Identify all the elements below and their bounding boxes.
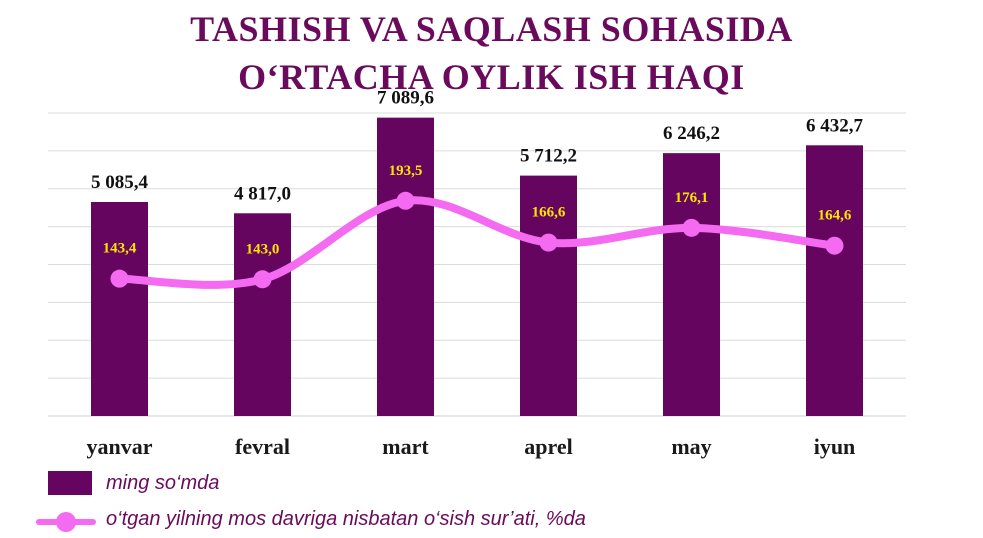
growth-point xyxy=(539,233,558,252)
growth-value-label: 176,1 xyxy=(675,190,709,206)
bar-value-label: 6 432,7 xyxy=(806,115,864,136)
legend-line-marker xyxy=(56,512,76,532)
bar xyxy=(806,145,863,417)
growth-value-label: 143,0 xyxy=(246,241,280,257)
chart-title-line-2: O‘RTACHA OYLIK ISH HAQI xyxy=(238,57,745,97)
growth-point xyxy=(682,218,701,237)
legend-bar-label: ming so‘mda xyxy=(106,472,220,494)
category-label: fevral xyxy=(235,434,290,459)
growth-point xyxy=(110,269,129,288)
category-label: may xyxy=(671,434,711,459)
category-label: yanvar xyxy=(87,434,153,459)
growth-value-label: 166,6 xyxy=(532,205,566,221)
growth-line xyxy=(115,196,839,289)
growth-value-label: 164,6 xyxy=(818,208,852,224)
chart-title-line-1: TASHISH VA SAQLASH SOHASIDA xyxy=(190,9,793,49)
bar xyxy=(663,153,720,416)
bar-value-label: 4 817,0 xyxy=(234,183,291,204)
bar xyxy=(377,117,434,417)
growth-value-label: 143,4 xyxy=(103,241,137,257)
growth-value-label: 193,5 xyxy=(389,163,423,179)
bar xyxy=(91,201,148,416)
legend-bar-swatch xyxy=(48,471,92,495)
category-label: aprel xyxy=(524,434,572,459)
growth-point xyxy=(396,191,415,210)
bar xyxy=(234,213,291,416)
category-label: mart xyxy=(382,434,429,459)
category-label: iyun xyxy=(814,434,856,459)
bar-value-label: 5 085,4 xyxy=(91,172,149,193)
bar xyxy=(520,175,577,416)
growth-point xyxy=(825,236,844,255)
bar-value-label: 6 246,2 xyxy=(663,123,720,144)
bar-value-label: 5 712,2 xyxy=(520,146,577,167)
bar-value-label: 7 089,6 xyxy=(377,88,434,109)
growth-point xyxy=(253,270,272,289)
legend-line-label: o‘tgan yilning mos davriga nisbatan o‘si… xyxy=(106,508,586,530)
